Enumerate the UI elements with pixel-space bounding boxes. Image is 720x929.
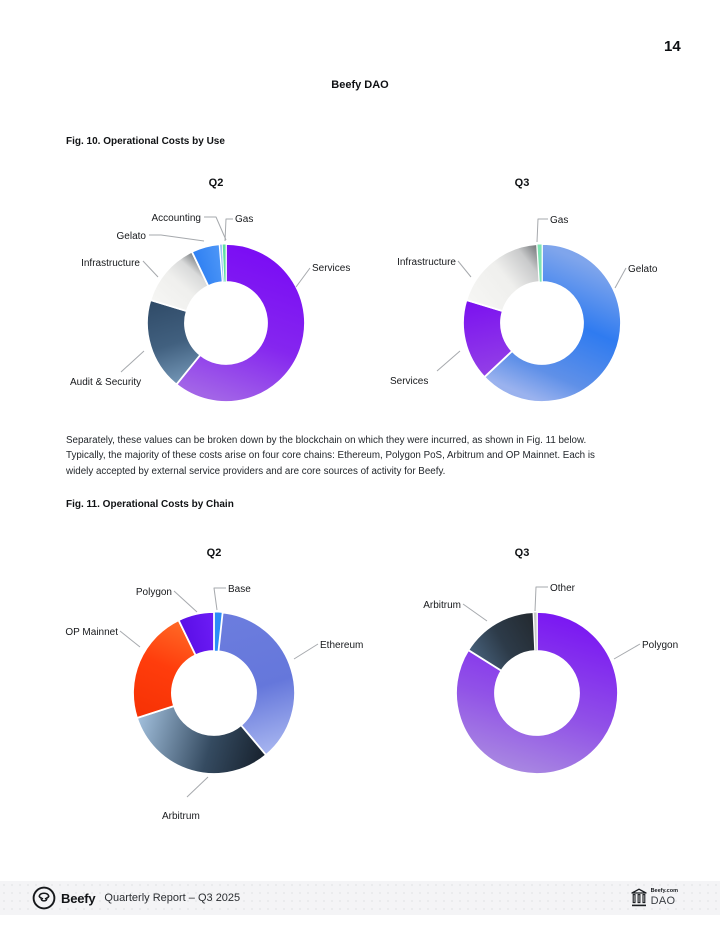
label-leader-line <box>536 218 548 243</box>
dao-text: Beefy.com DAO <box>651 889 678 907</box>
label-leader-line <box>614 267 627 289</box>
donut-slice-polygon <box>177 611 215 657</box>
label-leader-line <box>142 260 159 278</box>
label-leader-line <box>173 590 198 613</box>
footer-brand: Beefy <box>61 890 96 906</box>
slice-label-ethereum: Ethereum <box>320 640 363 651</box>
label-leader-line <box>457 260 472 278</box>
doc-title: Beefy DAO <box>331 79 389 91</box>
footer-right: Beefy.com DAO <box>630 881 678 915</box>
label-leader-line <box>295 267 311 288</box>
body-paragraph: Separately, these values can be broken d… <box>66 433 666 479</box>
slice-label-arbitrum: Arbitrum <box>162 811 200 822</box>
fig10-heading: Fig. 10. Operational Costs by Use <box>66 136 225 147</box>
slice-label-other: Other <box>550 583 576 594</box>
dao-site-label: Beefy.com <box>650 888 678 895</box>
footer-left: Beefy Quarterly Report – Q3 2025 <box>32 881 240 915</box>
donut-slice-gas <box>221 243 227 283</box>
slice-label-base: Base <box>228 584 251 595</box>
fig11-heading: Fig. 11. Operational Costs by Chain <box>66 499 234 510</box>
dao-bank-icon <box>630 888 647 908</box>
slice-label-accounting: Accounting <box>152 213 201 224</box>
donut-slice-polygon <box>455 611 619 775</box>
slice-label-op-mainnet: OP Mainnet <box>65 627 118 638</box>
label-leader-line <box>186 776 209 798</box>
dao-label: DAO <box>650 894 676 907</box>
paragraph-line: Typically, the majority of these costs a… <box>66 450 595 462</box>
label-leader-line <box>462 603 488 622</box>
fig11-q2-title: Q2 <box>206 547 222 559</box>
slice-label-gelato: Gelato <box>117 231 147 242</box>
slice-label-gas: Gas <box>235 214 253 225</box>
fig11-q2-donut: Base Ethereum Arbitrum OP Mainnet Polygon <box>65 584 363 822</box>
slice-label-polygon: Polygon <box>136 587 172 598</box>
label-leader-line <box>613 643 641 660</box>
beefy-logo-icon <box>32 886 56 910</box>
footer-bar: Beefy Quarterly Report – Q3 2025 Beefy.c… <box>0 881 720 915</box>
label-leader-line <box>534 586 548 612</box>
slice-label-services: Services <box>390 376 428 387</box>
fig10-q2-donut: Services Audit & Security Infrastructure Ge… <box>70 213 350 403</box>
donut-slice-infrastructure <box>465 243 541 313</box>
slice-label-gas: Gas <box>550 215 568 226</box>
slice-label-arbitrum: Arbitrum <box>423 600 461 611</box>
label-leader-line <box>436 350 461 372</box>
label-leader-line <box>120 350 145 373</box>
donut-slice-gelato <box>483 243 622 403</box>
fig10-q3-donut: Gelato Services Infrastructure Gas <box>390 215 658 403</box>
donut-slice-ethereum <box>217 611 296 757</box>
paragraph-line: widely accepted by external service prov… <box>66 465 446 477</box>
label-leader-line <box>204 216 227 241</box>
donut-slice-gas <box>536 243 543 283</box>
slice-label-audit-security: Audit & Security <box>70 377 141 388</box>
page-number: 14 <box>664 38 681 55</box>
slice-label-infrastructure: Infrastructure <box>81 258 140 269</box>
fig10-q2-title: Q2 <box>208 177 224 189</box>
fig11-q3-title: Q3 <box>514 547 530 559</box>
slice-label-infrastructure: Infrastructure <box>397 257 456 268</box>
slice-label-services: Services <box>312 263 350 274</box>
label-leader-line <box>213 587 226 611</box>
slice-label-polygon: Polygon <box>642 640 678 651</box>
footer-report-title: Quarterly Report – Q3 2025 <box>104 892 241 904</box>
fig10-q3-title: Q3 <box>514 177 530 189</box>
label-leader-line <box>293 643 319 660</box>
slice-label-gelato: Gelato <box>628 264 658 275</box>
label-leader-line <box>149 234 205 242</box>
fig11-q3-donut: Polygon Arbitrum Other <box>423 583 678 775</box>
label-leader-line <box>119 630 141 648</box>
donut-slice-services <box>175 243 306 403</box>
paragraph-line: Separately, these values can be broken d… <box>66 435 587 446</box>
donut-slice-arbitrum <box>135 704 268 775</box>
donut-slice-other <box>533 611 538 652</box>
label-leader-line <box>224 218 233 242</box>
